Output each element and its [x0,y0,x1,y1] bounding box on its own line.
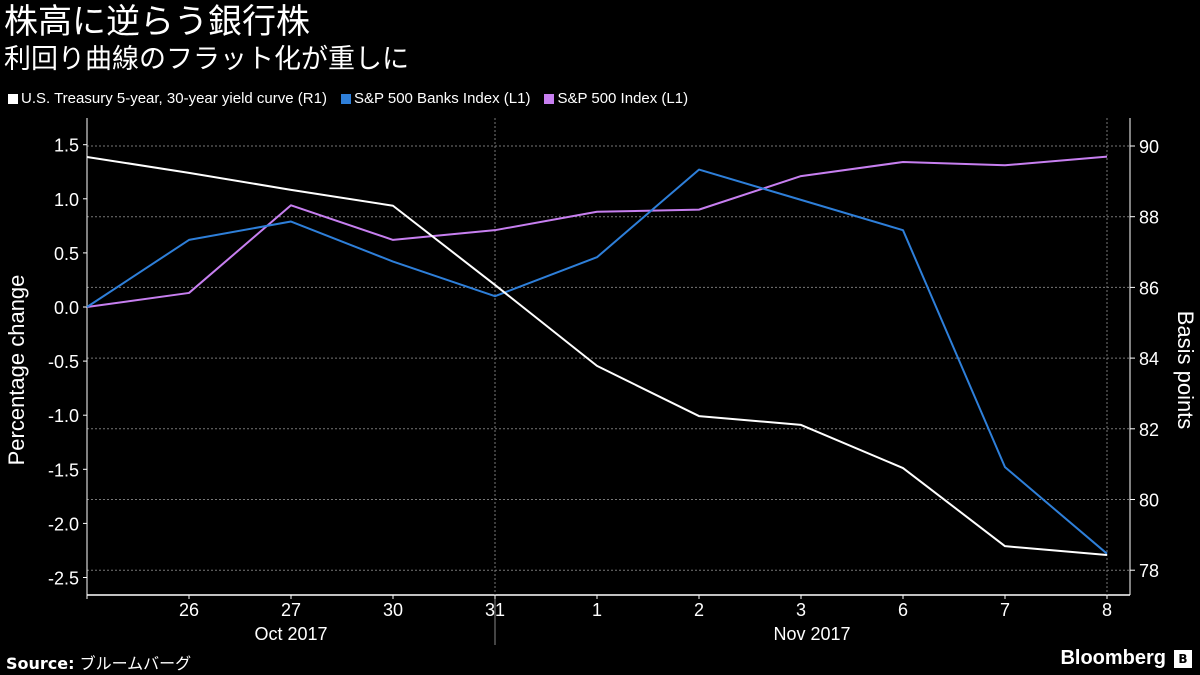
series-line-sp500 [86,155,1108,308]
y-tick-label: -0.5 [48,352,79,372]
chart-subtitle: 利回り曲線のフラット化が重しに [4,44,409,75]
y-tick-label: 1.5 [54,136,79,156]
x-tick-label: 2 [694,600,704,620]
legend-item-sp500: S&P 500 Index (L1) [544,90,688,107]
y-tick-label: -2.0 [48,514,79,534]
y-tick-label: -1.5 [48,460,79,480]
source-label: Source: [6,654,75,673]
x-tick-label: 27 [281,600,301,620]
y-tick-label: 1.0 [54,190,79,210]
legend-swatch [8,93,18,104]
y2-axis-title: Basis points [1173,311,1198,430]
x-tick-label: 8 [1102,600,1112,620]
y2-tick-label: 86 [1139,278,1159,298]
x-tick-label: 7 [1000,600,1010,620]
x-tick-label: 1 [592,600,602,620]
x-tick-label: 3 [796,600,806,620]
y2-tick-label: 78 [1139,561,1159,581]
y2-tick-label: 88 [1139,208,1159,228]
month-label: Nov 2017 [773,624,850,644]
x-tick-label: 31 [485,600,505,620]
source-note: Source: ブルームバーグ [6,650,191,674]
x-tick-label: 6 [898,600,908,620]
y-tick-label: 0.0 [54,298,79,318]
bloomberg-icon: B [1174,650,1192,668]
y2-tick-label: 84 [1139,349,1159,369]
source-text: ブルームバーグ [79,654,192,673]
y2-tick-label: 80 [1139,491,1159,511]
y-tick-label: -2.5 [48,569,79,589]
x-tick-label: 26 [179,600,199,620]
legend-item-treasury: U.S. Treasury 5-year, 30-year yield curv… [8,90,327,107]
y-tick-label: 0.5 [54,244,79,264]
legend: U.S. Treasury 5-year, 30-year yield curv… [8,90,688,107]
series-line-treasury [86,155,1108,556]
x-tick-label: 30 [383,600,403,620]
legend-swatch [544,93,555,104]
legend-label: U.S. Treasury 5-year, 30-year yield curv… [21,90,327,107]
y-axis-title: Percentage change [4,275,29,466]
legend-label: S&P 500 Banks Index (L1) [353,90,531,107]
series-line-banks [86,168,1108,555]
y2-tick-label: 90 [1139,137,1159,157]
y-tick-label: -1.0 [48,406,79,426]
legend-item-banks: S&P 500 Banks Index (L1) [340,90,531,107]
y2-tick-label: 82 [1139,420,1159,440]
chart-title: 株高に逆らう銀行株 [4,2,310,42]
bloomberg-logo: Bloomberg [1060,647,1166,669]
legend-label: S&P 500 Index (L1) [557,90,689,107]
legend-swatch [340,93,351,104]
month-label: Oct 2017 [254,624,327,644]
